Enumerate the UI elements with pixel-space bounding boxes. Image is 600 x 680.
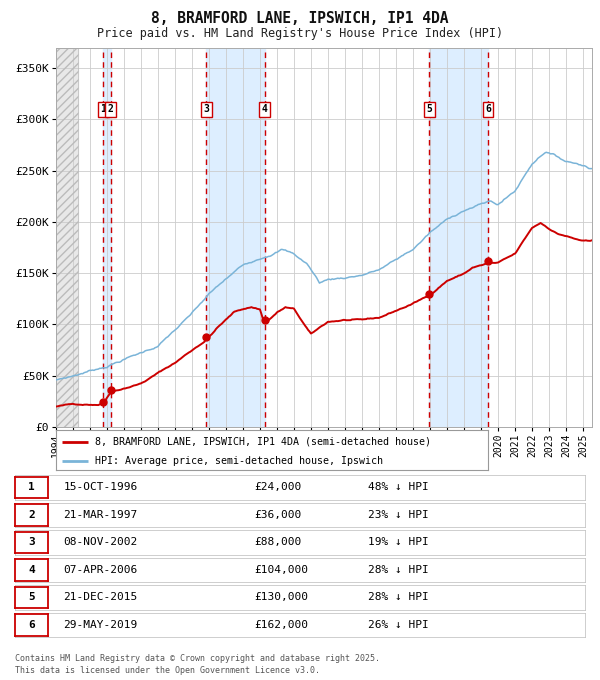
Text: 6: 6 xyxy=(28,620,35,630)
Text: 29-MAY-2019: 29-MAY-2019 xyxy=(64,620,138,630)
Text: Contains HM Land Registry data © Crown copyright and database right 2025.
This d: Contains HM Land Registry data © Crown c… xyxy=(15,653,380,675)
Text: 08-NOV-2002: 08-NOV-2002 xyxy=(64,537,138,547)
Text: 1: 1 xyxy=(28,482,35,492)
Text: 26% ↓ HPI: 26% ↓ HPI xyxy=(368,620,429,630)
Bar xyxy=(103,48,110,427)
Text: £24,000: £24,000 xyxy=(254,482,302,492)
Text: Price paid vs. HM Land Registry's House Price Index (HPI): Price paid vs. HM Land Registry's House … xyxy=(97,27,503,40)
Bar xyxy=(206,48,265,427)
Text: 8, BRAMFORD LANE, IPSWICH, IP1 4DA: 8, BRAMFORD LANE, IPSWICH, IP1 4DA xyxy=(151,11,449,26)
Text: £36,000: £36,000 xyxy=(254,510,302,520)
Text: HPI: Average price, semi-detached house, Ipswich: HPI: Average price, semi-detached house,… xyxy=(95,456,383,466)
Bar xyxy=(56,48,78,427)
Text: 4: 4 xyxy=(28,565,35,575)
Text: 15-OCT-1996: 15-OCT-1996 xyxy=(64,482,138,492)
Text: £130,000: £130,000 xyxy=(254,592,308,602)
Text: 21-DEC-2015: 21-DEC-2015 xyxy=(64,592,138,602)
Text: 28% ↓ HPI: 28% ↓ HPI xyxy=(368,565,429,575)
Text: 6: 6 xyxy=(485,104,491,114)
Text: 21-MAR-1997: 21-MAR-1997 xyxy=(64,510,138,520)
Text: 19% ↓ HPI: 19% ↓ HPI xyxy=(368,537,429,547)
Text: 28% ↓ HPI: 28% ↓ HPI xyxy=(368,592,429,602)
Text: 07-APR-2006: 07-APR-2006 xyxy=(64,565,138,575)
Text: 2: 2 xyxy=(107,104,113,114)
Text: 1: 1 xyxy=(100,104,106,114)
Bar xyxy=(430,48,488,427)
Text: 5: 5 xyxy=(28,592,35,602)
Text: 2: 2 xyxy=(28,510,35,520)
Text: £88,000: £88,000 xyxy=(254,537,302,547)
Text: 48% ↓ HPI: 48% ↓ HPI xyxy=(368,482,429,492)
Bar xyxy=(56,48,78,427)
Text: £104,000: £104,000 xyxy=(254,565,308,575)
Text: £162,000: £162,000 xyxy=(254,620,308,630)
Text: 3: 3 xyxy=(28,537,35,547)
Text: 5: 5 xyxy=(427,104,433,114)
Text: 8, BRAMFORD LANE, IPSWICH, IP1 4DA (semi-detached house): 8, BRAMFORD LANE, IPSWICH, IP1 4DA (semi… xyxy=(95,437,431,447)
Text: 23% ↓ HPI: 23% ↓ HPI xyxy=(368,510,429,520)
Text: 4: 4 xyxy=(262,104,268,114)
Text: 3: 3 xyxy=(203,104,209,114)
